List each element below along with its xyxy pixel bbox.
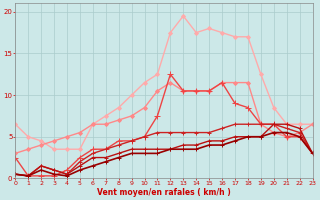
X-axis label: Vent moyen/en rafales ( km/h ): Vent moyen/en rafales ( km/h ) — [97, 188, 231, 197]
